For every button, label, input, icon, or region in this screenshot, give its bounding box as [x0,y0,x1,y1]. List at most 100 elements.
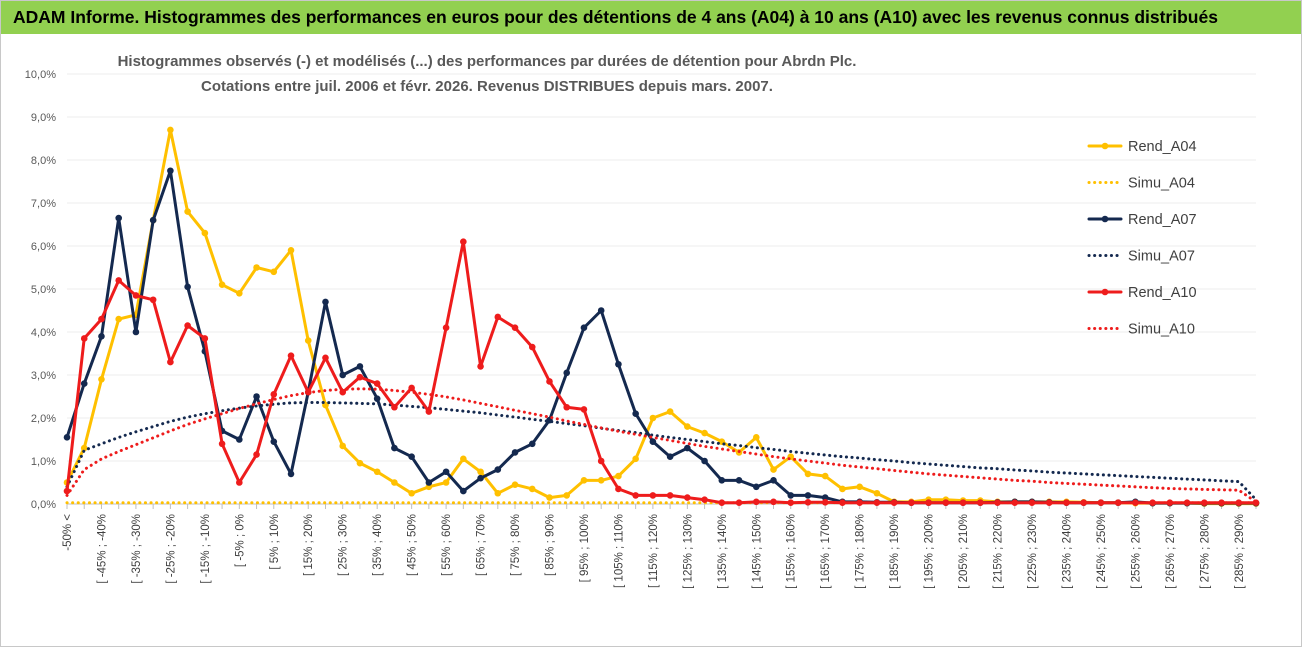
x-tick-label: [ 265% ; 270% [1165,514,1177,589]
data-point-rend-a07 [356,363,364,370]
data-point-rend-a07 [666,453,674,461]
y-tick-label: 9,0% [31,112,56,124]
legend-label-simu-a07: Simu_A07 [1128,249,1195,265]
y-tick-label: 5,0% [31,284,56,296]
y-tick-label: 4,0% [31,327,56,339]
data-point-rend-a10 [270,391,278,398]
data-point-rend-a04 [477,468,484,476]
data-point-rend-a07 [253,393,260,400]
data-point-rend-a04 [649,414,657,422]
data-point-rend-a10 [925,499,932,507]
data-point-rend-a07 [718,477,726,484]
data-point-rend-a07 [322,298,329,306]
x-tick-label: [ 5% ; 10% [269,514,281,570]
data-point-rend-a07 [132,328,140,336]
data-point-rend-a07 [615,360,622,368]
plot-area [63,126,1260,507]
data-point-rend-a07 [701,457,708,465]
data-point-rend-a07 [98,333,105,340]
data-point-rend-a10 [149,296,157,304]
data-point-rend-a10 [528,343,536,351]
data-point-rend-a10 [684,494,691,501]
data-point-rend-a10 [1114,499,1122,507]
series-line-rend-a10 [65,240,1258,505]
data-point-rend-a04 [546,494,553,501]
data-point-rend-a10 [460,238,467,245]
data-point-rend-a10 [976,499,984,507]
data-point-rend-a07 [528,440,536,448]
data-point-rend-a10 [494,313,502,321]
data-point-rend-a10 [580,406,588,413]
chart: Histogrammes observés (-) et modélisés (… [25,53,1260,589]
x-tick-label: [ 105% ; 110% [613,514,625,588]
data-point-rend-a04 [597,477,605,484]
x-tick-label: [ -35% ; -30% [131,514,143,584]
data-point-rend-a07 [684,444,691,452]
chart-title-line1: Histogrammes observés (-) et modélisés (… [118,53,857,70]
data-point-rend-a10 [373,380,381,387]
data-point-rend-a04 [856,483,863,491]
data-point-rend-a10 [959,499,967,507]
data-point-rend-a04 [839,485,846,493]
data-point-rend-a10 [408,384,415,392]
data-point-rend-a10 [287,352,295,359]
data-point-rend-a07 [184,283,191,291]
data-point-rend-a04 [218,281,226,288]
data-point-rend-a10 [1045,499,1053,507]
data-point-rend-a10 [1097,499,1105,507]
data-point-rend-a07 [408,453,415,461]
data-point-rend-a07 [649,438,657,445]
data-point-rend-a04 [821,472,829,480]
x-tick-label: [ 145% ; 150% [751,514,763,589]
data-point-rend-a10 [1132,499,1139,507]
data-point-rend-a07 [373,395,381,402]
data-point-rend-a10 [942,499,950,507]
data-point-rend-a04 [184,208,191,215]
x-tick-label: [ 25% ; 30% [338,514,350,576]
x-tick-label: [ 215% ; 220% [993,514,1005,589]
data-point-rend-a10 [563,403,571,411]
header-bar: ADAM Informe. Histogrammes des performan… [1,1,1301,34]
data-point-rend-a07 [804,492,812,499]
x-tick-label: [ 85% ; 90% [544,514,556,576]
data-point-rend-a10 [184,322,191,329]
data-point-rend-a04 [528,485,536,493]
data-point-rend-a10 [787,499,795,507]
data-point-rend-a04 [770,466,777,473]
data-point-rend-a10 [804,498,812,506]
data-point-rend-a10 [218,440,226,448]
chart-title-line2: Cotations entre juil. 2006 et févr. 2026… [201,78,773,95]
y-tick-label: 1,0% [31,456,56,468]
data-point-rend-a04 [460,455,467,463]
data-point-rend-a04 [752,434,760,441]
y-tick-label: 8,0% [31,155,56,167]
data-point-rend-a04 [80,444,88,452]
data-point-rend-a10 [770,498,777,506]
data-point-rend-a04 [804,470,812,478]
data-point-rend-a04 [391,479,398,486]
data-point-rend-a04 [580,477,588,484]
data-point-rend-a10 [132,292,140,299]
x-tick-label: [ 185% ; 190% [889,514,901,589]
data-point-rend-a10 [442,324,450,332]
data-point-rend-a04 [115,315,122,323]
x-tick-label: -50% < [62,514,74,551]
data-point-rend-a04 [253,264,260,271]
x-tick-label: [ 225% ; 230% [1027,514,1039,589]
y-tick-label: 6,0% [31,241,56,253]
data-point-rend-a04 [201,229,209,237]
data-point-rend-a04 [373,468,381,476]
data-point-rend-a10 [1183,499,1191,507]
data-point-rend-a07 [580,324,588,332]
data-point-rend-a10 [873,499,881,507]
data-point-rend-a10 [632,492,639,499]
legend-label-rend-a10: Rend_A10 [1128,285,1197,301]
x-tick-label: [ 165% ; 170% [820,514,832,589]
data-point-rend-a10 [63,487,71,495]
x-tick-label: [ 45% ; 50% [407,514,419,576]
x-tick-label: [ 285% ; 290% [1234,514,1246,589]
data-point-rend-a04 [494,489,502,497]
data-point-rend-a07 [115,214,122,222]
legend-marker-rend-a07 [1101,215,1109,223]
data-point-rend-a10 [477,363,484,370]
